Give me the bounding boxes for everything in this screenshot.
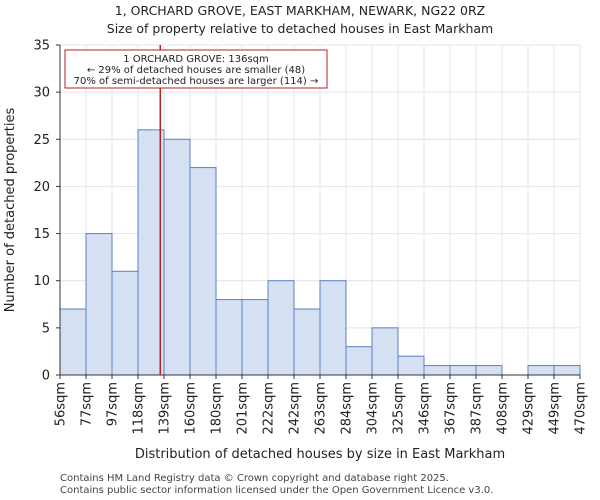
annotation-line2: ← 29% of detached houses are smaller (48…: [87, 65, 305, 76]
bar: [267, 280, 295, 376]
y-ticks: 0 5 10 15 20 25 30 35: [33, 39, 60, 384]
x-tick-label: 429sqm: [522, 382, 537, 435]
bar: [189, 167, 217, 376]
x-tick-label: 470sqm: [574, 382, 589, 435]
y-tick-label: 30: [33, 86, 50, 101]
x-tick-label: 387sqm: [470, 382, 485, 435]
y-tick-label: 35: [33, 39, 50, 54]
x-tick-label: 449sqm: [548, 382, 563, 435]
x-tick-label: 346sqm: [418, 382, 433, 435]
bar: [59, 308, 87, 376]
x-tick-label: 118sqm: [132, 382, 147, 435]
x-tick-label: 56sqm: [54, 382, 69, 426]
x-tick-label: 180sqm: [210, 382, 225, 435]
bar: [345, 346, 373, 376]
footer-copyright: Contains HM Land Registry data © Crown c…: [60, 473, 449, 484]
annotation-line3: 70% of semi-detached houses are larger (…: [74, 76, 319, 87]
x-tick-label: 408sqm: [496, 382, 511, 435]
bar: [397, 355, 425, 376]
y-tick-label: 10: [33, 274, 50, 289]
x-axis-label: Distribution of detached houses by size …: [135, 447, 505, 462]
annotation-rect: [64, 49, 328, 89]
bar: [85, 233, 113, 376]
bar: [423, 365, 451, 376]
bar: [319, 280, 347, 376]
x-tick-label: 284sqm: [340, 382, 355, 435]
annotation-line1: 1 ORCHARD GROVE: 136sqm: [123, 54, 269, 65]
bar: [293, 308, 321, 376]
footer-licence: Contains public sector information licen…: [60, 485, 494, 496]
y-tick-label: 5: [42, 321, 50, 336]
x-tick-label: 201sqm: [236, 382, 251, 435]
x-tick-label: 139sqm: [158, 382, 173, 435]
grid-lines: [59, 44, 581, 376]
x-tick-label: 325sqm: [392, 382, 407, 435]
y-tick-label: 15: [33, 227, 50, 242]
x-tick-label: 263sqm: [314, 382, 329, 435]
bar: [553, 365, 581, 376]
x-tick-label: 222sqm: [262, 382, 277, 435]
bar: [449, 365, 477, 376]
bar: [215, 299, 243, 376]
x-tick-label: 160sqm: [184, 382, 199, 435]
bar: [111, 270, 139, 376]
x-ticks: 56sqm 77sqm 97sqm 118sqm 139sqm 160sqm 180sqm 2…: [54, 375, 589, 435]
y-axis-label: Number of detached properties: [3, 108, 18, 313]
x-tick-label: 97sqm: [106, 382, 121, 426]
bar: [527, 365, 555, 376]
annotation-box: 1 ORCHARD GROVE: 136sqm ← 29% of detache…: [64, 49, 328, 89]
bar: [371, 327, 399, 376]
x-tick-label: 242sqm: [288, 382, 303, 435]
y-tick-label: 25: [33, 133, 50, 148]
chart-subtitle: Size of property relative to detached ho…: [106, 21, 494, 36]
x-tick-label: 367sqm: [444, 382, 459, 435]
x-tick-label: 304sqm: [366, 382, 381, 435]
y-tick-label: 20: [33, 180, 50, 195]
bar: [475, 365, 503, 376]
y-tick-label: 0: [42, 369, 50, 384]
chart-title-address: 1, ORCHARD GROVE, EAST MARKHAM, NEWARK, …: [114, 3, 486, 18]
bar: [163, 138, 191, 376]
bar: [241, 299, 269, 376]
bars: [59, 129, 581, 376]
x-tick-label: 77sqm: [80, 382, 95, 426]
